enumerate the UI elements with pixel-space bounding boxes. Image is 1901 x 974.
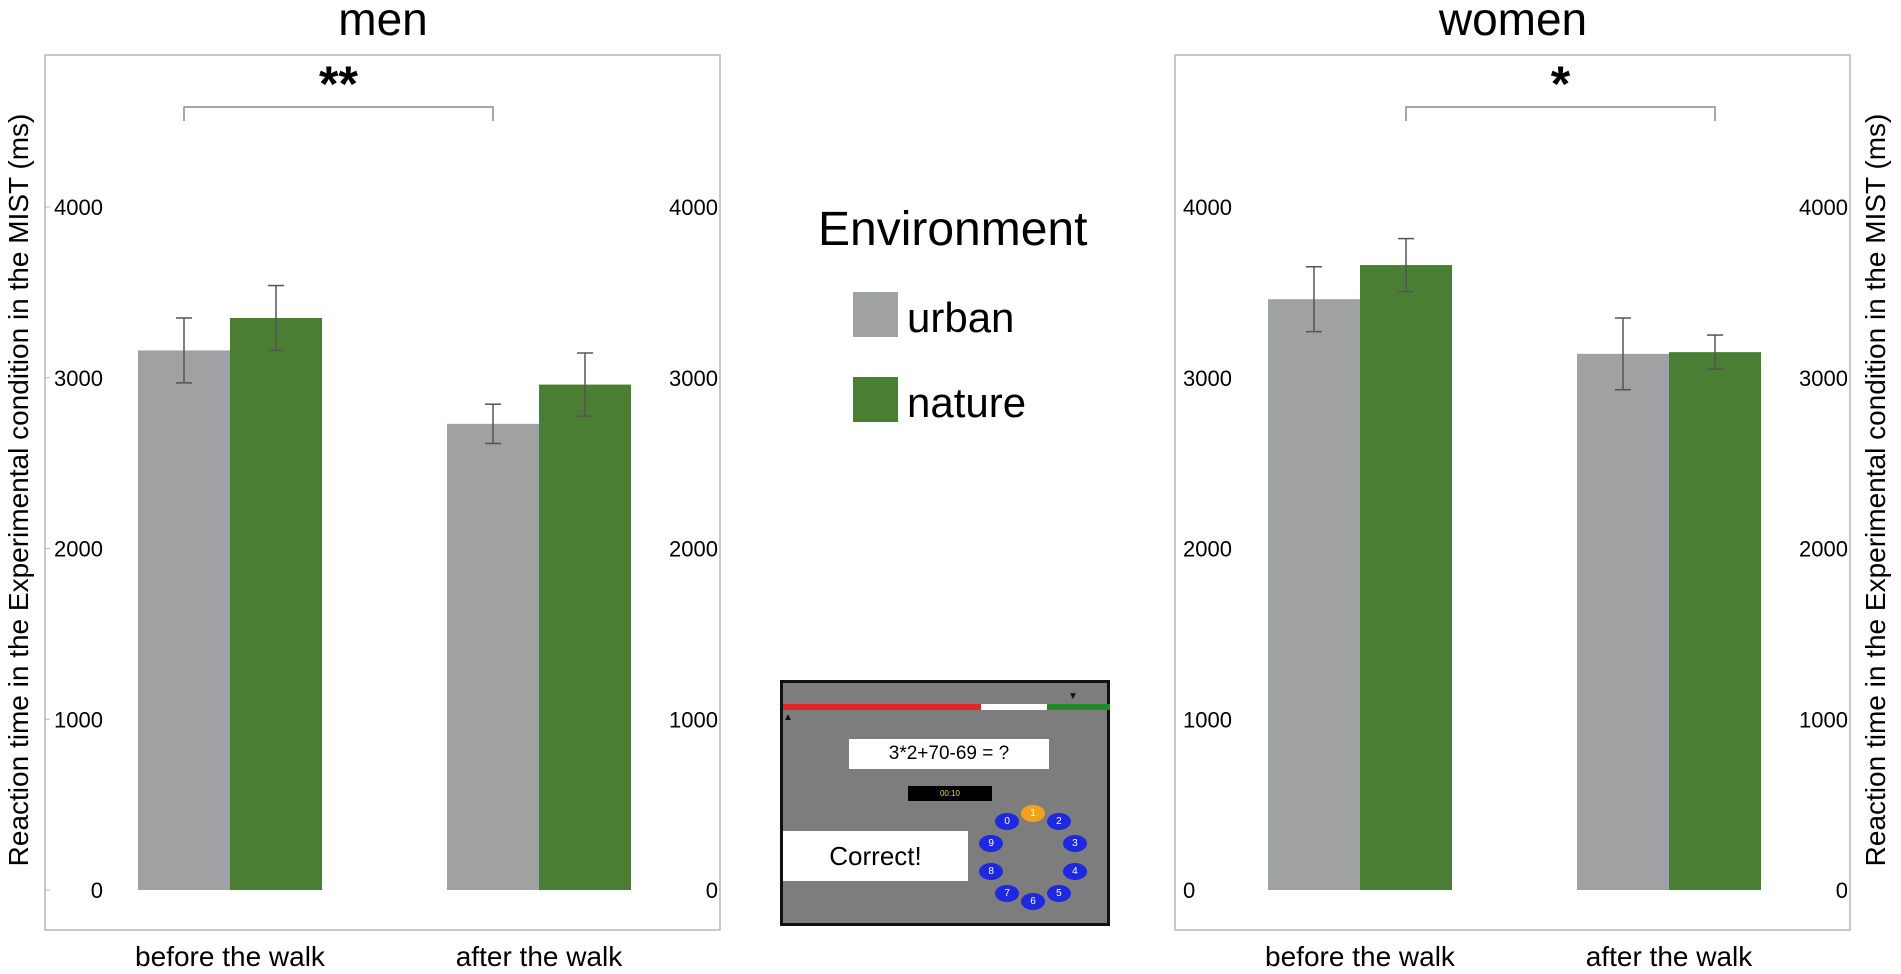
bar-urban: [138, 350, 230, 890]
y-axis-label-right: Reaction time in the Experimental condit…: [1860, 114, 1891, 867]
y-tick-label: 0: [1836, 878, 1848, 903]
y-tick-label: 0: [706, 878, 718, 903]
average-marker-icon: ▼: [1068, 691, 1078, 702]
women-panel-title: women: [1438, 0, 1587, 45]
legend-swatch-nature: [853, 377, 898, 422]
x-tick-label: after the walk: [456, 941, 624, 972]
y-tick-label: 1000: [669, 707, 718, 732]
legend-label-nature: nature: [907, 379, 1026, 426]
dial-key-1: 1: [1021, 805, 1045, 822]
y-tick-label: 3000: [1183, 366, 1232, 391]
bar-nature: [230, 317, 322, 890]
performance-bar-green: [1047, 704, 1110, 710]
dial-key-6: 6: [1021, 893, 1045, 910]
dial-key-4: 4: [1062, 862, 1087, 880]
y-tick-label: 4000: [54, 195, 103, 220]
women-panel-frame: [1174, 54, 1851, 931]
y-tick-label: 1000: [1799, 707, 1848, 732]
y-tick-label: 0: [1183, 878, 1195, 903]
y-tick-label: 3000: [669, 366, 718, 391]
y-tick-label: 4000: [1183, 195, 1232, 220]
y-tick-label: 2000: [54, 537, 103, 562]
dial-key-2: 2: [1046, 813, 1071, 831]
y-tick-label: 0: [91, 878, 103, 903]
y-tick-label: 1000: [54, 707, 103, 732]
own-score-marker-icon: ▲: [783, 712, 793, 723]
legend-title: Environment: [818, 203, 1087, 256]
x-tick-label: after the walk: [1586, 941, 1754, 972]
significance-bracket: [183, 106, 494, 121]
bar-nature: [1669, 352, 1761, 890]
dial-key-8: 8: [979, 862, 1004, 880]
y-tick-label: 4000: [1799, 195, 1848, 220]
y-axis-label-left: Reaction time in the Experimental condit…: [3, 114, 34, 867]
y-tick-label: 4000: [669, 195, 718, 220]
x-tick-label: before the walk: [1265, 941, 1456, 972]
men-panel-frame: [44, 54, 721, 931]
y-tick-label: 2000: [669, 537, 718, 562]
significance-bracket: [1405, 106, 1716, 121]
dial-key-9: 9: [979, 835, 1004, 853]
y-tick-label: 3000: [54, 366, 103, 391]
arithmetic-question: 3*2+70-69 = ?: [849, 739, 1049, 769]
countdown-timer: 00:10: [908, 786, 992, 801]
bar-nature: [539, 384, 631, 890]
bar-urban: [447, 423, 539, 890]
y-tick-label: 1000: [1183, 707, 1232, 732]
dial-key-5: 5: [1046, 884, 1071, 902]
men-panel-title: men: [338, 0, 427, 45]
dial-key-7: 7: [995, 884, 1020, 902]
y-tick-label: 3000: [1799, 366, 1848, 391]
y-tick-label: 2000: [1183, 537, 1232, 562]
significance-label: **: [319, 56, 358, 112]
feedback-message: Correct!: [783, 831, 968, 881]
legend-label-urban: urban: [907, 294, 1014, 341]
performance-bar-red: [783, 704, 981, 710]
legend-swatch-urban: [853, 292, 898, 337]
performance-bar-white: [981, 704, 1047, 710]
bar-urban: [1577, 353, 1669, 891]
bar-urban: [1268, 299, 1360, 891]
dial-key-0: 0: [995, 813, 1020, 831]
y-tick-label: 2000: [1799, 537, 1848, 562]
significance-label: *: [1551, 56, 1571, 112]
x-tick-label: before the walk: [135, 941, 326, 972]
bar-nature: [1360, 265, 1452, 890]
dial-key-3: 3: [1062, 835, 1087, 853]
